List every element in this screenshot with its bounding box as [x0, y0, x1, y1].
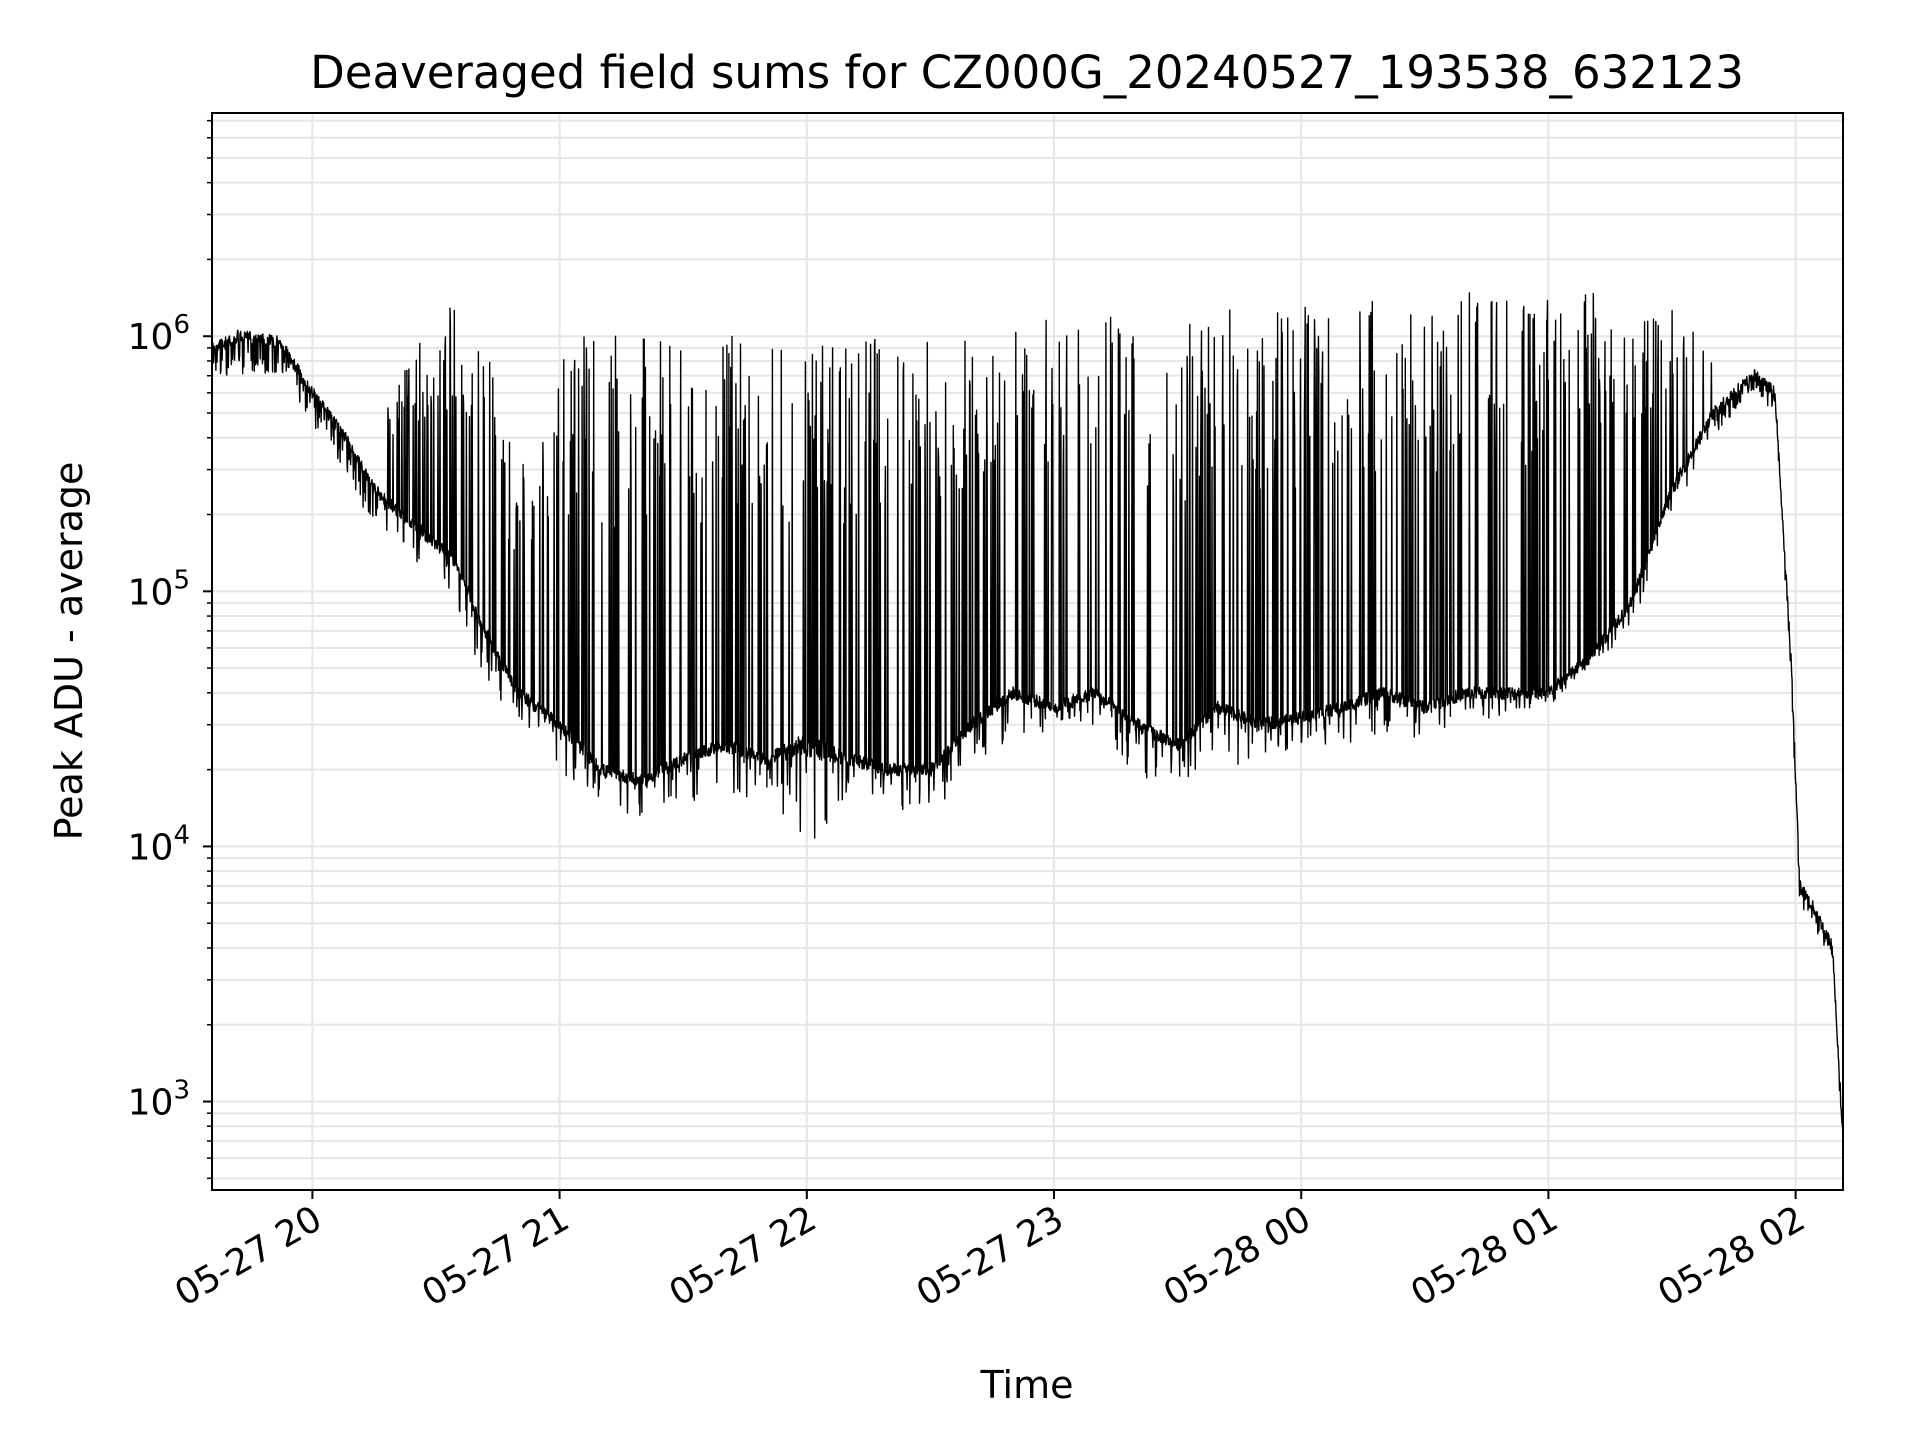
- y-tick-label: 103: [128, 1076, 190, 1124]
- y-tick-label: 104: [128, 820, 190, 868]
- y-tick-label: 106: [128, 310, 190, 358]
- chart-title: Deaveraged field sums for CZ000G_2024052…: [310, 46, 1744, 99]
- x-axis-title: Time: [980, 1363, 1074, 1407]
- plot-frame: [211, 112, 1844, 1191]
- y-tick-label: 105: [128, 565, 190, 613]
- y-axis-title: Peak ADU - average: [47, 462, 91, 841]
- data-layer: [211, 292, 1844, 1147]
- series-line: [211, 292, 1844, 1147]
